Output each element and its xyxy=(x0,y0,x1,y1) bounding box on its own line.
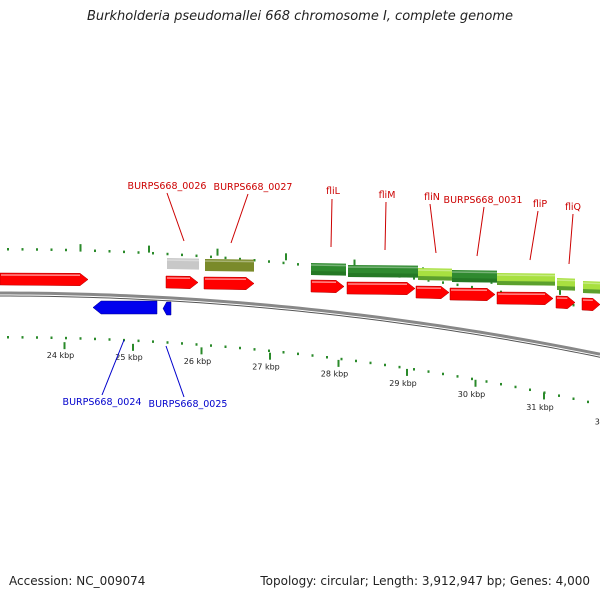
scale-label: 24 kbp xyxy=(47,351,75,360)
forward-gene-arrow xyxy=(310,279,345,293)
green-annotation-shade xyxy=(311,271,346,276)
reverse-gene-leader xyxy=(101,339,125,396)
forward-gene-leader xyxy=(429,203,437,254)
scale-label: 29 kbp xyxy=(389,379,417,388)
forward-gene-leader xyxy=(166,192,185,242)
green-annotation-bar-highlight xyxy=(347,266,419,269)
green-annotation-shade xyxy=(418,276,452,281)
green-annotation-bar-highlight xyxy=(556,279,576,282)
green-annotation-shade xyxy=(452,278,497,283)
green-annotation-shade xyxy=(583,289,600,294)
gray-annotation-bar-highlight xyxy=(166,259,200,262)
forward-gene-label: BURPS668_0031 xyxy=(444,195,523,206)
page-title: Burkholderia pseudomallei 668 chromosome… xyxy=(86,9,514,24)
forward-gene-label: BURPS668_0026 xyxy=(128,181,207,192)
forward-gene-leader xyxy=(384,201,387,251)
scale-label: 25 kbp xyxy=(115,353,143,362)
forward-gene-label: fliQ xyxy=(565,202,581,213)
forward-gene-arrow xyxy=(581,297,600,311)
footer-accession: Accession: NC_009074 xyxy=(9,574,146,588)
forward-gene-arrow xyxy=(165,275,199,289)
scale-label: 32 kbp xyxy=(595,418,600,427)
forward-gene-label: fliM xyxy=(379,190,396,201)
green-annotation-bar-highlight xyxy=(451,271,498,274)
green-annotation-shade xyxy=(348,273,418,278)
forward-gene-leader xyxy=(330,198,333,248)
forward-gene-leader xyxy=(230,193,249,244)
scale-label: 28 kbp xyxy=(321,370,349,379)
olive-annotation-bar-highlight xyxy=(204,260,255,263)
forward-gene-leader xyxy=(568,213,574,265)
green-annotation-shade xyxy=(497,281,555,286)
forward-gene-leader xyxy=(476,206,485,257)
forward-gene-label: fliL xyxy=(326,186,341,197)
forward-gene-arrow xyxy=(415,285,450,299)
forward-gene-arrow xyxy=(346,281,416,295)
reverse-gene-label: BURPS668_0025 xyxy=(149,399,228,410)
backbone-shadow xyxy=(0,295,600,358)
reverse-gene-label: BURPS668_0024 xyxy=(63,397,142,408)
green-annotation-shade xyxy=(557,286,575,291)
forward-gene-arrow xyxy=(496,291,554,305)
backbone-line xyxy=(0,291,600,356)
forward-gene-label: BURPS668_0027 xyxy=(214,182,293,193)
scale-label: 31 kbp xyxy=(526,403,554,412)
scale-label: 27 kbp xyxy=(252,362,280,371)
forward-gene-label: fliP xyxy=(533,199,548,210)
green-annotation-bar-highlight xyxy=(417,269,453,272)
reverse-gene-arrow xyxy=(162,301,172,316)
gray-annotation-bar xyxy=(167,258,199,270)
forward-gene-arrow xyxy=(555,295,576,309)
forward-gene-arrow xyxy=(449,287,496,301)
footer-summary: Topology: circular; Length: 3,912,947 bp… xyxy=(260,574,590,588)
green-annotation-bar-highlight xyxy=(310,264,347,267)
forward-gene-leader xyxy=(529,210,539,261)
reverse-gene-leader xyxy=(165,345,185,398)
forward-gene-arrow xyxy=(203,276,255,290)
forward-gene-arrow xyxy=(0,272,89,286)
green-annotation-bar-highlight xyxy=(496,274,556,277)
scale-label: 30 kbp xyxy=(458,390,486,399)
forward-gene-label: fliN xyxy=(424,192,440,203)
reverse-gene-arrow xyxy=(92,300,158,315)
green-annotation-bar-highlight xyxy=(582,282,600,285)
olive-annotation-bar xyxy=(205,259,254,272)
scale-label: 26 kbp xyxy=(184,357,212,366)
